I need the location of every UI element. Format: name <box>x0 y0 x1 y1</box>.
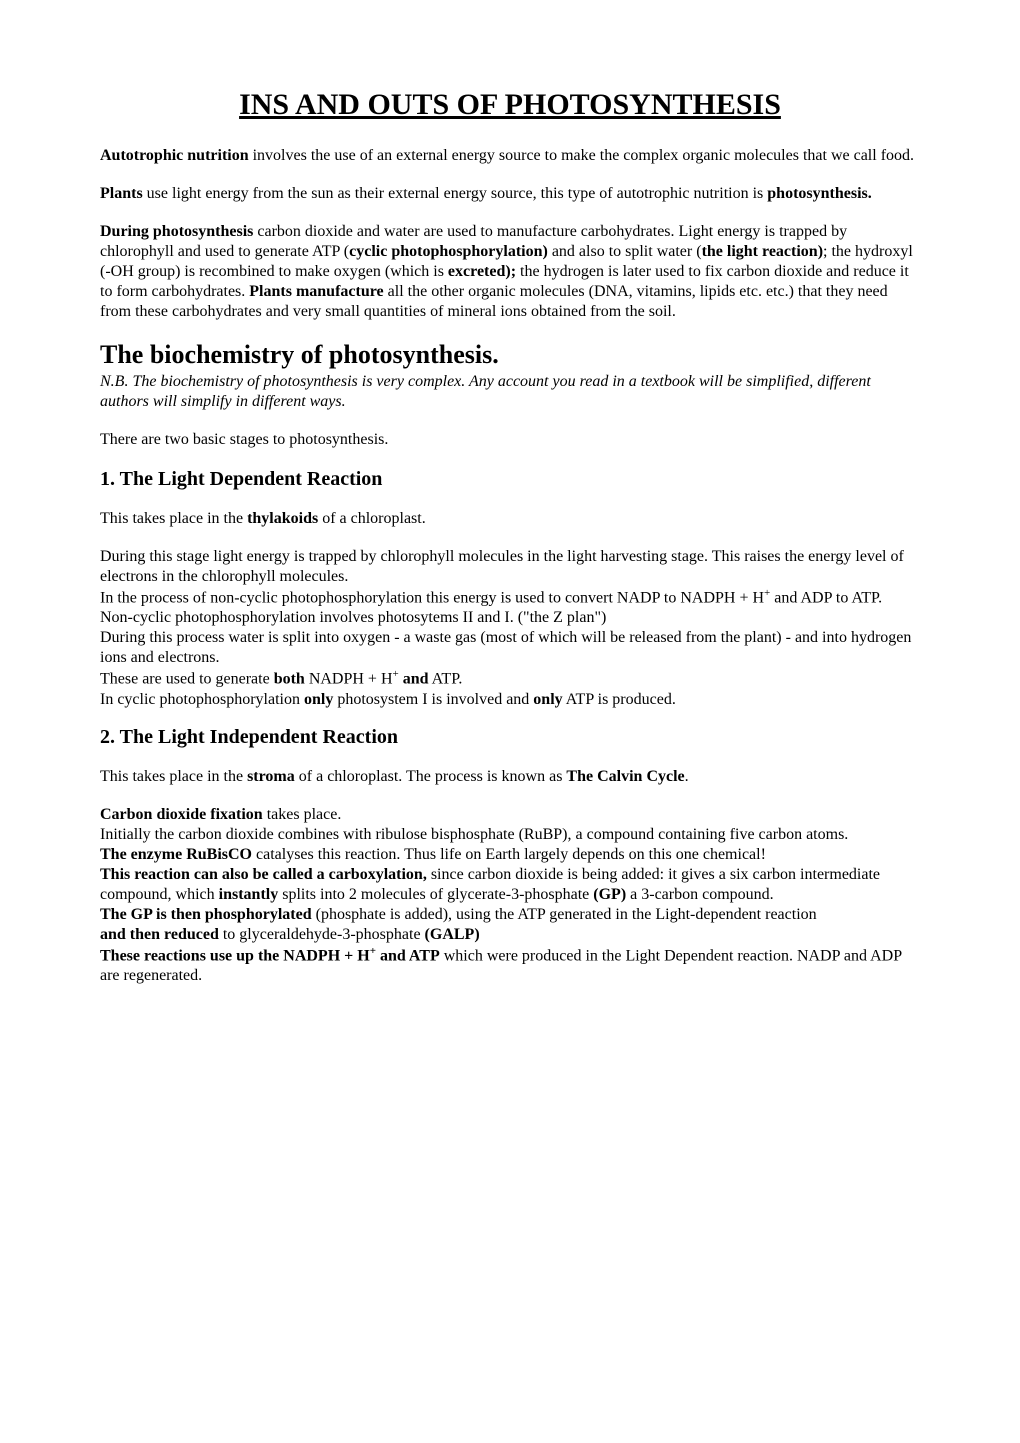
bold-text: (GALP) <box>425 926 480 943</box>
bold-text: instantly <box>219 886 279 903</box>
bold-text: The enzyme RuBisCO <box>100 846 252 863</box>
superscript: + <box>393 668 399 680</box>
text: of a chloroplast. <box>318 510 426 527</box>
nb-note: N.B. The biochemistry of photosynthesis … <box>100 372 920 412</box>
bold-text: only <box>533 691 562 708</box>
text: of a chloroplast. The process is known a… <box>295 768 567 785</box>
bold-text: and then reduced <box>100 926 219 943</box>
text: This takes place in the <box>100 510 247 527</box>
text-line: In cyclic photophosphorylation only phot… <box>100 690 920 710</box>
bold-text: Plants <box>100 185 143 202</box>
text: and also to split water ( <box>548 243 702 260</box>
bold-text: photosynthesis. <box>767 185 871 202</box>
bold-text: cyclic photophosphorylation) <box>349 243 548 260</box>
text-line: and then reduced to glyceraldehyde-3-pho… <box>100 925 920 945</box>
text-line: The GP is then phosphorylated (phosphate… <box>100 905 920 925</box>
text: These are used to generate <box>100 671 274 688</box>
paragraph-stroma: This takes place in the stroma of a chlo… <box>100 767 920 787</box>
text-line: Carbon dioxide fixation takes place. <box>100 805 920 825</box>
text: a 3-carbon compound. <box>626 886 774 903</box>
section-heading-biochemistry: The biochemistry of photosynthesis. <box>100 340 920 370</box>
paragraph-during-photosynthesis: During photosynthesis carbon dioxide and… <box>100 222 920 322</box>
text: In the process of non-cyclic photophosph… <box>100 589 764 606</box>
text-line: These are used to generate both NADPH + … <box>100 668 920 689</box>
text: (phosphate is added), using the ATP gene… <box>312 906 817 923</box>
text: catalyses this reaction. Thus life on Ea… <box>252 846 766 863</box>
text: splits into 2 molecules of glycerate-3-p… <box>278 886 593 903</box>
text: This takes place in the <box>100 768 247 785</box>
text: NADPH + H <box>305 671 393 688</box>
light-independent-block: Carbon dioxide fixation takes place. Ini… <box>100 805 920 986</box>
bold-text: and <box>403 671 429 688</box>
bold-text: excreted); <box>448 263 516 280</box>
page-title: INS AND OUTS OF PHOTOSYNTHESIS <box>100 88 920 122</box>
bold-text: both <box>274 671 305 688</box>
text-line: Initially the carbon dioxide combines wi… <box>100 825 920 845</box>
bold-text: Autotrophic nutrition <box>100 147 249 164</box>
light-dependent-block: During this stage light energy is trappe… <box>100 547 920 710</box>
paragraph-two-stages: There are two basic stages to photosynth… <box>100 430 920 450</box>
text-line: During this process water is split into … <box>100 628 920 668</box>
text: involves the use of an external energy s… <box>249 147 914 164</box>
text: In cyclic photophosphorylation <box>100 691 304 708</box>
text: ATP is produced. <box>563 691 676 708</box>
bold-text: Carbon dioxide fixation <box>100 806 263 823</box>
paragraph-plants: Plants use light energy from the sun as … <box>100 184 920 204</box>
bold-text: This reaction can also be called a carbo… <box>100 866 427 883</box>
text-line: During this stage light energy is trappe… <box>100 547 920 587</box>
text: ATP. <box>429 671 463 688</box>
paragraph-thylakoids: This takes place in the thylakoids of a … <box>100 509 920 529</box>
text: to glyceraldehyde-3-phosphate <box>219 926 425 943</box>
bold-text: thylakoids <box>247 510 318 527</box>
text-line: This reaction can also be called a carbo… <box>100 865 920 905</box>
bold-text: During photosynthesis <box>100 223 253 240</box>
paragraph-autotrophic: Autotrophic nutrition involves the use o… <box>100 146 920 166</box>
bold-text: The Calvin Cycle <box>566 768 684 785</box>
bold-text: These reactions use up the NADPH + H <box>100 947 370 964</box>
bold-text: the light reaction) <box>702 243 823 260</box>
text-line: The enzyme RuBisCO catalyses this reacti… <box>100 845 920 865</box>
bold-text: and ATP <box>376 947 440 964</box>
subheading-light-dependent: 1. The Light Dependent Reaction <box>100 468 920 491</box>
bold-text: (GP) <box>593 886 626 903</box>
text-line: These reactions use up the NADPH + H+ an… <box>100 945 920 986</box>
bold-text: The GP is then phosphorylated <box>100 906 312 923</box>
subheading-light-independent: 2. The Light Independent Reaction <box>100 726 920 749</box>
bold-text: stroma <box>247 768 295 785</box>
text: photosystem I is involved and <box>333 691 533 708</box>
text: takes place. <box>263 806 342 823</box>
bold-text: Plants manufacture <box>249 283 383 300</box>
text: use light energy from the sun as their e… <box>143 185 768 202</box>
text: and ADP to ATP. <box>770 589 882 606</box>
text-line: Non-cyclic photophosphorylation involves… <box>100 608 920 628</box>
text: . <box>685 768 689 785</box>
text-line: In the process of non-cyclic photophosph… <box>100 587 920 608</box>
bold-text: only <box>304 691 333 708</box>
